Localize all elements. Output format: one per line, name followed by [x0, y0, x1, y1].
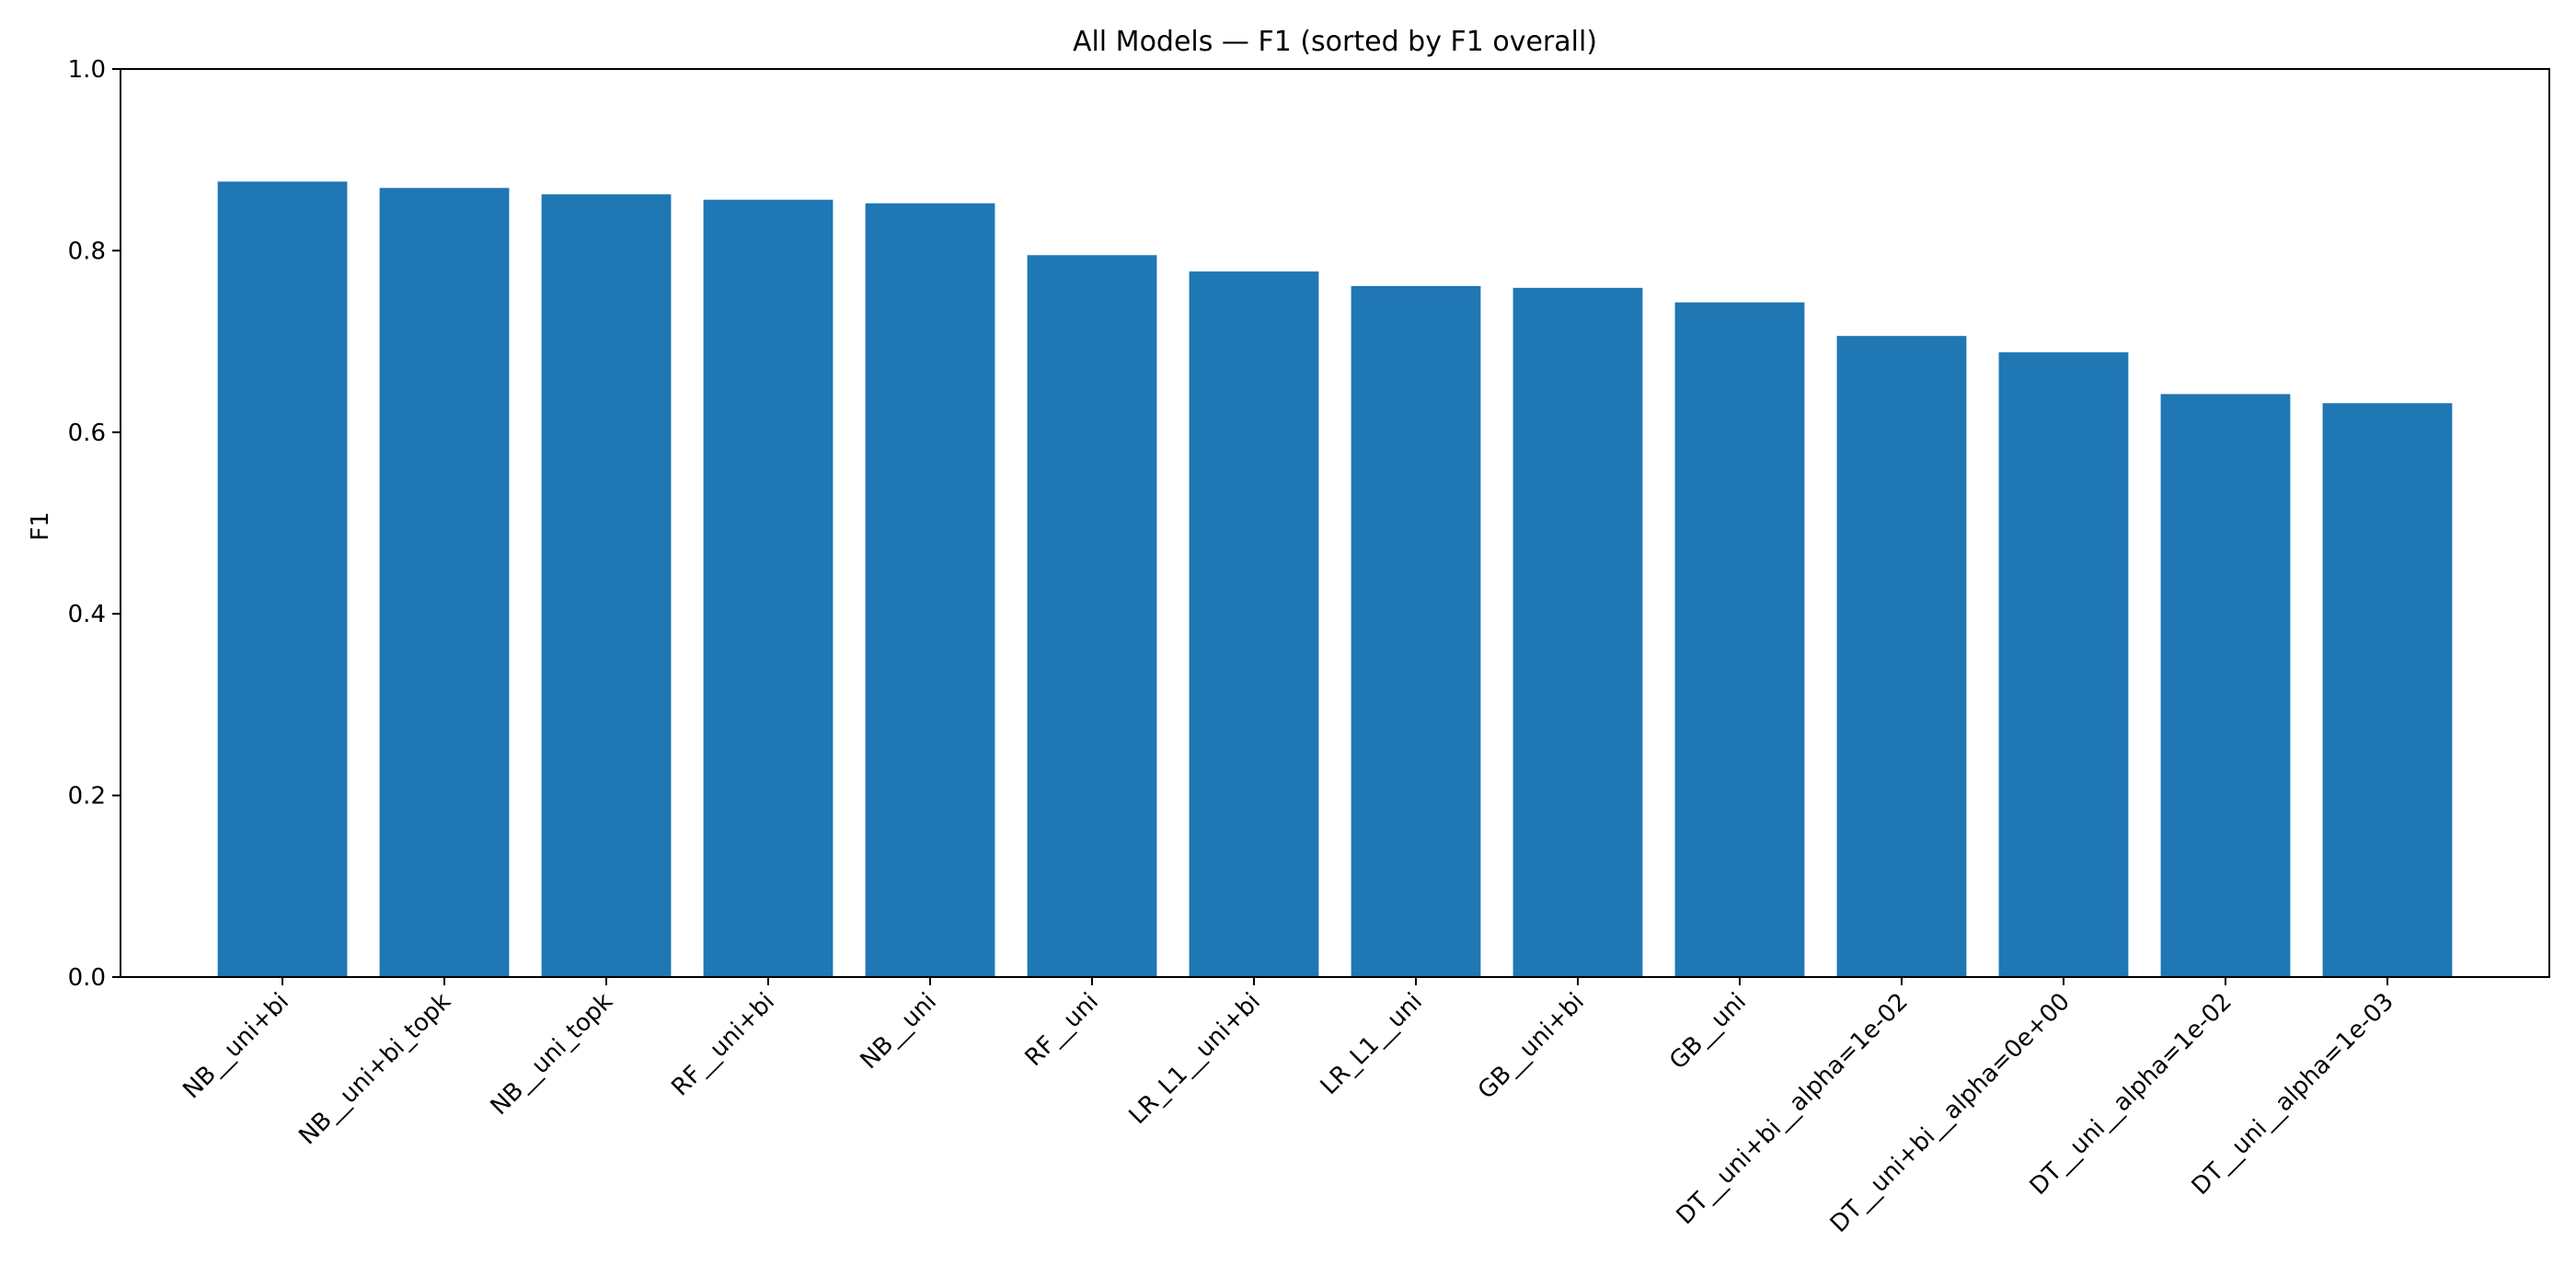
bar-1 — [379, 188, 510, 977]
bar-7 — [1351, 285, 1481, 977]
y-axis: 0.0 0.2 0.4 0.6 0.8 1.0 — [68, 56, 121, 992]
chart-title: All Models — F1 (sorted by F1 overall) — [1073, 26, 1597, 58]
y-tick-label-3: 0.6 — [68, 420, 106, 447]
y-tick-label-5: 1.0 — [68, 56, 106, 84]
bar-10 — [1836, 336, 1967, 978]
y-tick-label-1: 0.2 — [68, 783, 106, 811]
bar-9 — [1674, 302, 1805, 977]
bar-5 — [1027, 255, 1157, 978]
x-tick-label-2: NB__uni_topk — [486, 988, 618, 1121]
y-axis-label: F1 — [27, 512, 54, 541]
x-tick-label-8: GB__uni+bi — [1473, 988, 1590, 1105]
x-tick-label-9: GB__uni — [1664, 988, 1752, 1075]
bar-6 — [1189, 271, 1319, 977]
bar-2 — [541, 194, 672, 977]
bar-13 — [2322, 403, 2453, 977]
x-tick-label-3: RF__uni+bi — [666, 988, 780, 1102]
x-axis: NB__uni+bi NB__uni+bi_topk NB__uni_topk RF_… — [178, 977, 2399, 1238]
x-tick-label-1: NB__uni+bi_topk — [293, 988, 456, 1151]
y-tick-label-0: 0.0 — [68, 964, 106, 992]
bar-11 — [1998, 351, 2129, 978]
x-tick-label-0: NB__uni+bi — [178, 988, 294, 1105]
x-tick-label-5: RF__uni — [1020, 988, 1104, 1072]
plot-frame — [120, 68, 2550, 978]
y-tick-label-2: 0.4 — [68, 601, 106, 628]
bars-group — [217, 181, 2453, 978]
bar-4 — [865, 203, 995, 978]
bar-8 — [1512, 287, 1643, 977]
bar-0 — [217, 181, 348, 977]
bar-3 — [703, 200, 834, 978]
x-tick-label-7: LR_L1__uni — [1316, 988, 1428, 1100]
bar-12 — [2160, 394, 2291, 977]
x-tick-label-4: NB__uni — [856, 988, 942, 1075]
x-tick-label-6: LR_L1__uni+bi — [1124, 988, 1266, 1130]
y-tick-label-4: 0.8 — [68, 237, 106, 265]
